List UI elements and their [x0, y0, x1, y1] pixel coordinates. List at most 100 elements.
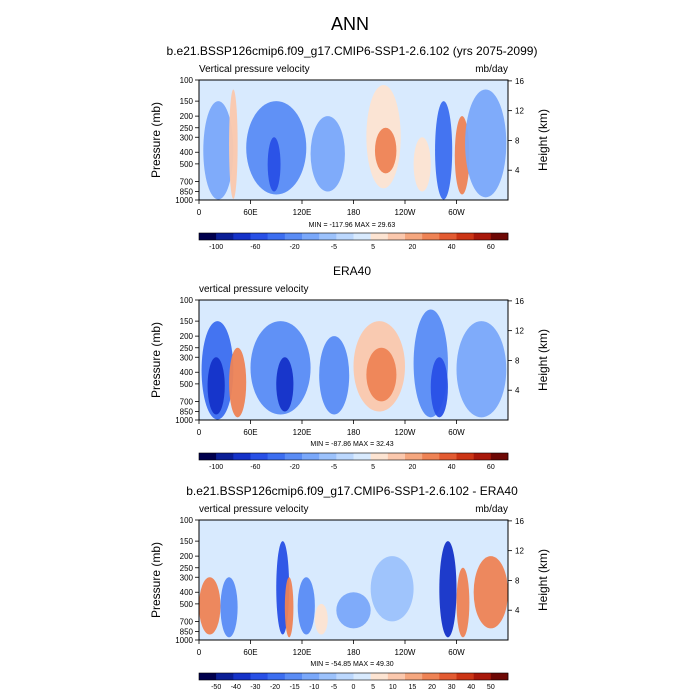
panel-1-ytick-label-8: 850 [180, 188, 194, 197]
panel-1-field-region-0 [203, 101, 234, 200]
panel-1-field-region-10 [465, 89, 507, 198]
panel-2-xtick-label-5: 60W [448, 428, 465, 437]
panel-1-colorbar-swatch-17 [490, 233, 509, 240]
panel-3-colorbar-swatch-11 [387, 673, 406, 680]
panel-1-colorbar-label-5: 20 [408, 244, 416, 251]
panel-2-colorbar-label-6: 40 [448, 464, 456, 471]
panel-1-xtick-label-1: 60E [243, 208, 257, 217]
panel-3-colorbar-label-6: -5 [331, 684, 337, 691]
panel-1-xtick-label-3: 180 [347, 208, 361, 217]
panel-2-ytick-label-2: 200 [180, 332, 194, 341]
panel-3-field-region-7 [370, 556, 414, 622]
panel-2-colorbar-swatch-6 [302, 453, 320, 460]
panel-3-y2tick-label-3: 16 [515, 517, 524, 526]
panel-2-colorbar-swatch-11 [387, 453, 406, 460]
panel-3-y2tick-label-0: 4 [515, 606, 520, 615]
panel-3-colorbar-swatch-2 [233, 673, 251, 680]
panel-1-ytick-label-2: 200 [180, 112, 194, 121]
panel-2: ERA40 vertical pressure velocity Pressur… [149, 264, 550, 471]
panel-3-ytick-label-4: 300 [180, 573, 194, 582]
panel-2-colorbar-label-2: -20 [290, 464, 300, 471]
panel-3-colorbar-swatch-9 [353, 673, 371, 680]
panel-2-colorbar-swatch-5 [284, 453, 303, 460]
panel-1-colorbar-label-3: -5 [331, 244, 337, 251]
panel-2-colorbar: -100 -60 -20 -5 5 20 40 60 [198, 452, 509, 471]
panel-3-colorbar-swatch-10 [370, 673, 389, 680]
panel-1-colorbar-swatch-8 [336, 233, 354, 240]
panel-1-colorbar-swatch-1 [216, 233, 234, 240]
panel-2-colorbar-swatch-7 [319, 453, 337, 460]
panel-3-colorbar-label-0: -50 [211, 684, 221, 691]
panel-2-y2tick-label-0: 4 [515, 386, 520, 395]
panel-3-ytick-label-3: 250 [180, 564, 194, 573]
panel-2-colorbar-frame [198, 452, 509, 461]
panel-3-stats: MIN = -54.85 MAX = 49.30 [310, 661, 393, 668]
panel-1-ytick-label-9: 1000 [175, 196, 193, 205]
panel-1-ytick-label-1: 150 [180, 97, 194, 106]
panel-3-colorbar: -50 -40 -30 -20 -15 -10 -5 0 5 10 15 20 30 40 50 [198, 672, 509, 691]
panel-1-y2tick-label-2: 12 [515, 107, 524, 116]
panel-1-ytick-label-7: 700 [180, 177, 194, 186]
panel-3-colorbar-swatch-15 [456, 673, 474, 680]
panel-1-colorbar-frame [198, 232, 509, 241]
panel-2-colorbar-swatch-13 [422, 453, 440, 460]
panel-3-xtick-label-2: 120E [293, 648, 312, 657]
panel-1-colorbar-swatch-15 [456, 233, 474, 240]
panel-1-ytick-label-5: 400 [180, 148, 194, 157]
panel-3-colorbar-label-11: 20 [428, 684, 436, 691]
panel-1-xtick-label-0: 0 [197, 208, 202, 217]
panel-1-colorbar-swatch-10 [370, 233, 389, 240]
panel-2-ytick-label-4: 300 [180, 353, 194, 362]
panel-2-ytick-label-1: 150 [180, 317, 194, 326]
panel-1-colorbar-label-2: -20 [290, 244, 300, 251]
panel-2-field-region-7 [366, 347, 397, 402]
panel-3-xtick-label-4: 120W [395, 648, 416, 657]
panel-1-ytick-label-4: 300 [180, 133, 194, 142]
panel-1-field-region-6 [374, 127, 397, 174]
panel-1-colorbar-label-7: 60 [487, 244, 495, 251]
panel-3-field-region-0 [199, 577, 221, 635]
panel-1-y2tick-label-0: 4 [515, 166, 520, 175]
panel-2-ytick-label-0: 100 [180, 296, 194, 305]
panel-3-colorbar-label-3: -20 [270, 684, 280, 691]
panel-1-colorbar-swatch-12 [405, 233, 423, 240]
panel-1-field-region-1 [229, 89, 238, 199]
panel-3-colorbar-swatch-0 [199, 673, 217, 680]
panel-3-xtick-label-0: 0 [197, 648, 202, 657]
panel-2-title: ERA40 [333, 264, 371, 278]
panel-3-colorbar-label-12: 30 [448, 684, 456, 691]
panel-1-colorbar-label-0: -100 [209, 244, 223, 251]
panel-1-ytick-label-0: 100 [180, 76, 194, 85]
panel-3-colorbar-swatch-6 [302, 673, 320, 680]
panel-3-right-label: mb/day [475, 504, 508, 515]
panel-3-colorbar-swatch-13 [422, 673, 440, 680]
panel-2-y2tick-label-2: 12 [515, 327, 524, 336]
panel-3-colorbar-swatch-8 [336, 673, 354, 680]
panel-1-colorbar-swatch-13 [422, 233, 440, 240]
panel-1-xtick-label-5: 60W [448, 208, 465, 217]
panel-1-ytick-label-3: 250 [180, 124, 194, 133]
panel-3-y2tick-label-1: 8 [515, 576, 520, 585]
panel-3-title: b.e21.BSSP126cmip6.f09_g17.CMIP6-SSP1-2.… [186, 484, 518, 498]
panel-3-colorbar-label-4: -15 [290, 684, 300, 691]
panel-3-colorbar-swatch-5 [284, 673, 303, 680]
panel-1-colorbar-swatch-11 [387, 233, 406, 240]
panel-2-colorbar-swatch-16 [473, 453, 492, 460]
panel-1-stats: MIN = -117.96 MAX = 29.63 [309, 222, 396, 229]
panel-1-colorbar-swatch-3 [250, 233, 268, 240]
panel-1-title: b.e21.BSSP126cmip6.f09_g17.CMIP6-SSP1-2.… [167, 44, 538, 58]
panel-3-field-region-9 [456, 567, 470, 638]
panel-3-colorbar-label-13: 40 [467, 684, 475, 691]
panel-1-colorbar-swatch-16 [473, 233, 492, 240]
panel-3-colorbar-label-2: -30 [250, 684, 260, 691]
panel-1-colorbar-swatch-2 [233, 233, 251, 240]
panel-3-ytick-label-6: 500 [180, 600, 194, 609]
panel-2-colorbar-swatch-10 [370, 453, 389, 460]
panel-3-field-region-4 [297, 577, 315, 635]
panel-3-colorbar-label-1: -40 [231, 684, 241, 691]
panel-2-field-region-5 [319, 336, 350, 415]
